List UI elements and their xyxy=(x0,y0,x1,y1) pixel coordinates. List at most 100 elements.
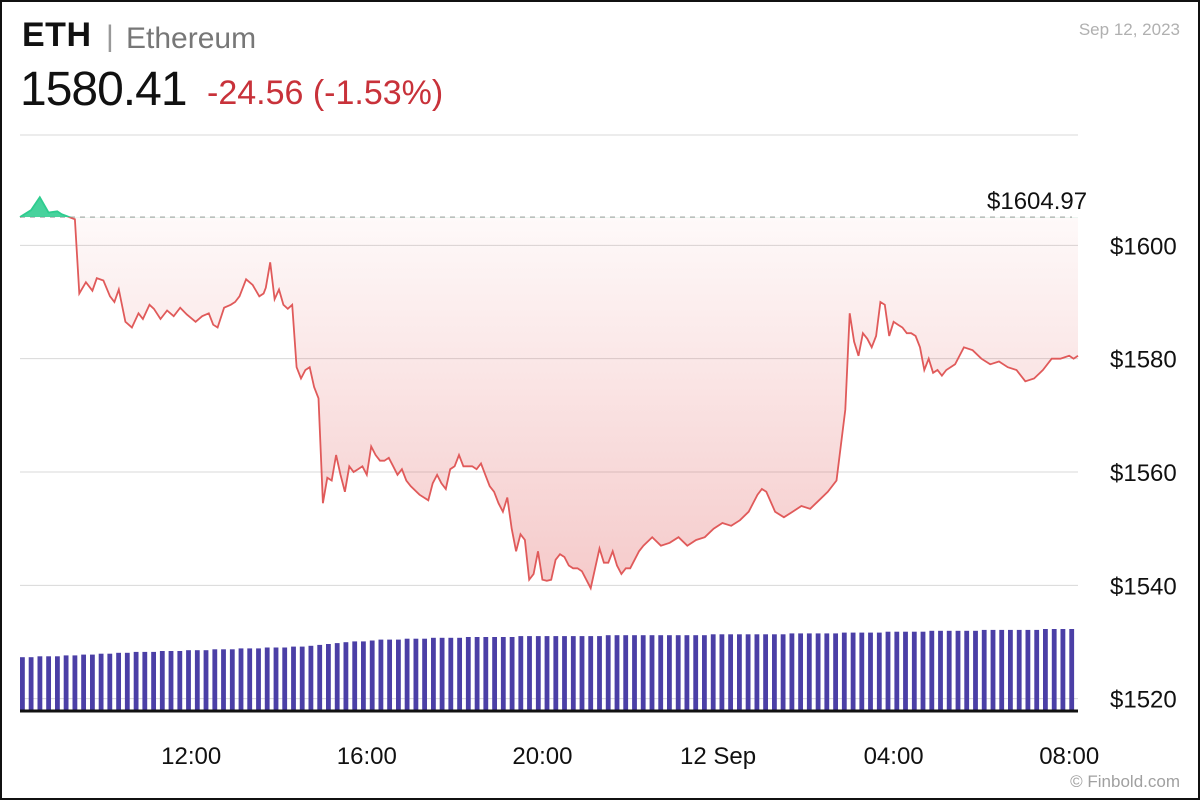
volume-bar xyxy=(737,634,742,710)
volume-bar xyxy=(693,635,699,710)
volume-bar xyxy=(911,631,917,710)
volume-bar xyxy=(404,638,410,710)
volume-bar xyxy=(98,653,104,710)
volume-bar xyxy=(37,656,43,710)
volume-bar xyxy=(483,637,489,710)
volume-bar xyxy=(194,650,200,710)
volume-bar xyxy=(553,636,559,710)
reference-label: $1604.97 xyxy=(987,188,1087,215)
volume-bar xyxy=(177,651,183,710)
volume-bar xyxy=(719,634,725,710)
volume-bar xyxy=(142,651,148,710)
volume-bar xyxy=(203,650,209,710)
volume-bar xyxy=(684,635,690,710)
volume-bar xyxy=(562,636,567,710)
x-tick-label: 20:00 xyxy=(512,743,572,770)
volume-bar xyxy=(474,637,480,710)
volume-bar xyxy=(754,634,760,710)
volume-bar xyxy=(859,632,865,710)
volume-bar xyxy=(107,653,113,710)
volume-bar xyxy=(1043,629,1048,710)
volume-bar xyxy=(1034,629,1040,710)
volume-bar xyxy=(124,652,130,710)
volume-bar xyxy=(500,637,506,710)
volume-bar xyxy=(702,635,707,710)
price-line xyxy=(20,217,1079,591)
volume-bar xyxy=(1051,629,1057,710)
volume-bar xyxy=(763,634,769,710)
volume-bar xyxy=(640,635,646,710)
price-change: -24.56 (-1.53%) xyxy=(207,74,444,112)
ticker-symbol: ETH xyxy=(22,16,92,54)
volume-bar xyxy=(457,637,463,710)
volume-bar xyxy=(299,646,305,710)
volume-bar xyxy=(824,633,830,710)
volume-bar xyxy=(597,636,602,710)
volume-bar xyxy=(815,633,821,710)
volume-bar xyxy=(728,634,734,710)
volume-bar xyxy=(378,639,384,710)
volume-bar xyxy=(431,637,436,710)
volume-bar xyxy=(133,651,139,710)
volume-bar xyxy=(151,651,157,710)
volume-bar xyxy=(1008,629,1013,710)
volume-bar xyxy=(588,636,594,710)
volume-bar xyxy=(413,638,419,710)
volume-bar xyxy=(1069,629,1075,710)
volume-bar xyxy=(221,649,226,710)
volume-bar xyxy=(806,633,812,710)
x-tick-label: 12:00 xyxy=(161,743,221,770)
below-reference-fill xyxy=(20,217,1078,589)
volume-bar xyxy=(789,633,795,710)
volume-bar xyxy=(422,638,428,710)
volume-bar xyxy=(894,631,900,710)
volume-bar xyxy=(168,651,174,710)
volume-bar xyxy=(614,635,620,710)
volume-bar xyxy=(868,632,873,710)
volume-bar xyxy=(964,630,970,710)
volume-bar xyxy=(1016,629,1022,710)
volume-bar xyxy=(264,647,270,710)
volume-bar xyxy=(973,630,978,710)
volume-bar xyxy=(903,631,908,710)
volume-bar xyxy=(929,630,935,710)
volume-bar xyxy=(798,633,804,710)
volume-bar xyxy=(334,643,340,710)
volume-bar xyxy=(81,654,87,710)
volume-bar xyxy=(28,657,34,710)
volume-bar xyxy=(492,637,498,710)
volume-bar xyxy=(361,641,366,710)
volume-bar xyxy=(247,648,253,710)
y-tick-label: $1600 xyxy=(1110,233,1177,260)
volume-bar xyxy=(605,635,611,710)
volume-bar xyxy=(780,634,786,710)
volume-bar xyxy=(946,630,952,710)
y-tick-label: $1580 xyxy=(1110,347,1177,374)
volume-bar xyxy=(938,630,943,710)
volume-bar xyxy=(256,648,261,710)
y-tick-label: $1560 xyxy=(1110,460,1177,487)
volume-bar xyxy=(212,649,218,710)
volume-bar xyxy=(465,637,471,710)
x-tick-label: 08:00 xyxy=(1039,743,1099,770)
volume-bar xyxy=(544,636,550,710)
volume-bar xyxy=(833,633,839,710)
volume-bar xyxy=(527,636,532,710)
volume-bar xyxy=(850,632,856,710)
volume-bar xyxy=(20,657,25,710)
volume-bar xyxy=(920,631,926,710)
volume-bar xyxy=(1060,629,1066,710)
volume-bar xyxy=(999,629,1005,710)
volume-bar xyxy=(308,645,314,710)
volume-bar xyxy=(745,634,751,710)
x-tick-label: 16:00 xyxy=(337,743,397,770)
volume-bar xyxy=(632,635,637,710)
volume-bar xyxy=(990,629,996,710)
volume-bar xyxy=(509,637,515,710)
volume-bar xyxy=(448,637,454,710)
volume-bar xyxy=(1025,629,1031,710)
finbold-watermark: © Finbold.com xyxy=(1070,772,1180,791)
volume-bar xyxy=(841,632,847,710)
